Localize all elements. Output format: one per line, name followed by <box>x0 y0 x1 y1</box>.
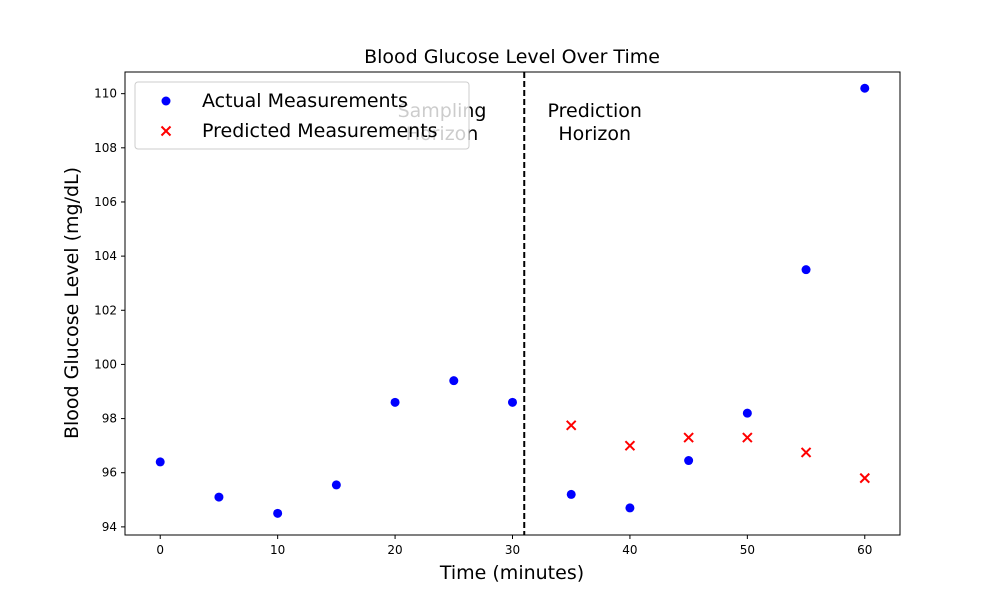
data-points <box>155 83 870 518</box>
y-tick-label: 98 <box>102 412 117 426</box>
predicted-measurement-point <box>800 447 812 458</box>
predicted-measurement-point <box>566 420 577 431</box>
actual-measurement-point <box>625 503 635 513</box>
actual-measurement-point <box>742 408 752 418</box>
predicted-measurement-point <box>683 432 694 443</box>
actual-measurement-point <box>508 397 517 407</box>
legend-marker-predicted <box>160 125 172 137</box>
x-axis-title: Time (minutes) <box>439 562 584 584</box>
x-tick-label: 20 <box>387 543 402 557</box>
y-tick-label: 108 <box>94 141 117 155</box>
prediction-horizon-label: Prediction Horizon <box>548 100 642 145</box>
y-axis-ticks: 94 96 98 100 102 104 106 108 110 <box>94 87 125 534</box>
actual-measurement-point <box>860 83 870 93</box>
actual-measurement-point <box>449 376 459 386</box>
legend-label-actual: Actual Measurements <box>202 90 408 112</box>
legend-box <box>134 81 470 150</box>
x-axis-ticks: 0 10 20 30 40 50 60 <box>156 535 872 557</box>
actual-measurement-point <box>684 456 694 466</box>
actual-measurement-point <box>273 508 283 518</box>
x-tick-label: 60 <box>857 543 872 557</box>
chart-title: Blood Glucose Level Over Time <box>364 46 660 68</box>
y-tick-label: 102 <box>94 303 117 317</box>
legend-marker-actual <box>161 96 171 106</box>
x-tick-label: 30 <box>505 543 520 557</box>
predicted-measurement-point <box>742 432 753 443</box>
actual-measurement-point <box>155 457 165 467</box>
y-tick-label: 110 <box>94 87 117 101</box>
x-tick-label: 40 <box>622 543 637 557</box>
actual-measurement-point <box>801 265 811 275</box>
actual-measurement-point <box>331 480 341 490</box>
y-tick-label: 100 <box>94 357 117 371</box>
x-tick-label: 10 <box>270 543 285 557</box>
y-tick-label: 96 <box>102 466 117 480</box>
actual-measurement-point <box>566 489 576 499</box>
y-tick-label: 94 <box>102 520 117 534</box>
y-axis-title: Blood Glucose Level (mg/dL) <box>61 167 83 439</box>
actual-measurement-point <box>214 492 224 502</box>
y-tick-label: 106 <box>94 195 117 209</box>
legend-label-predicted: Predicted Measurements <box>202 120 438 142</box>
legend: Actual Measurements Predicted Measuremen… <box>134 81 470 150</box>
y-tick-label: 104 <box>94 249 117 263</box>
x-tick-label: 0 <box>156 543 164 557</box>
predicted-measurement-point <box>859 472 870 484</box>
predicted-measurement-point <box>624 440 636 451</box>
actual-measurement-point <box>390 397 400 407</box>
x-tick-label: 50 <box>740 543 755 557</box>
